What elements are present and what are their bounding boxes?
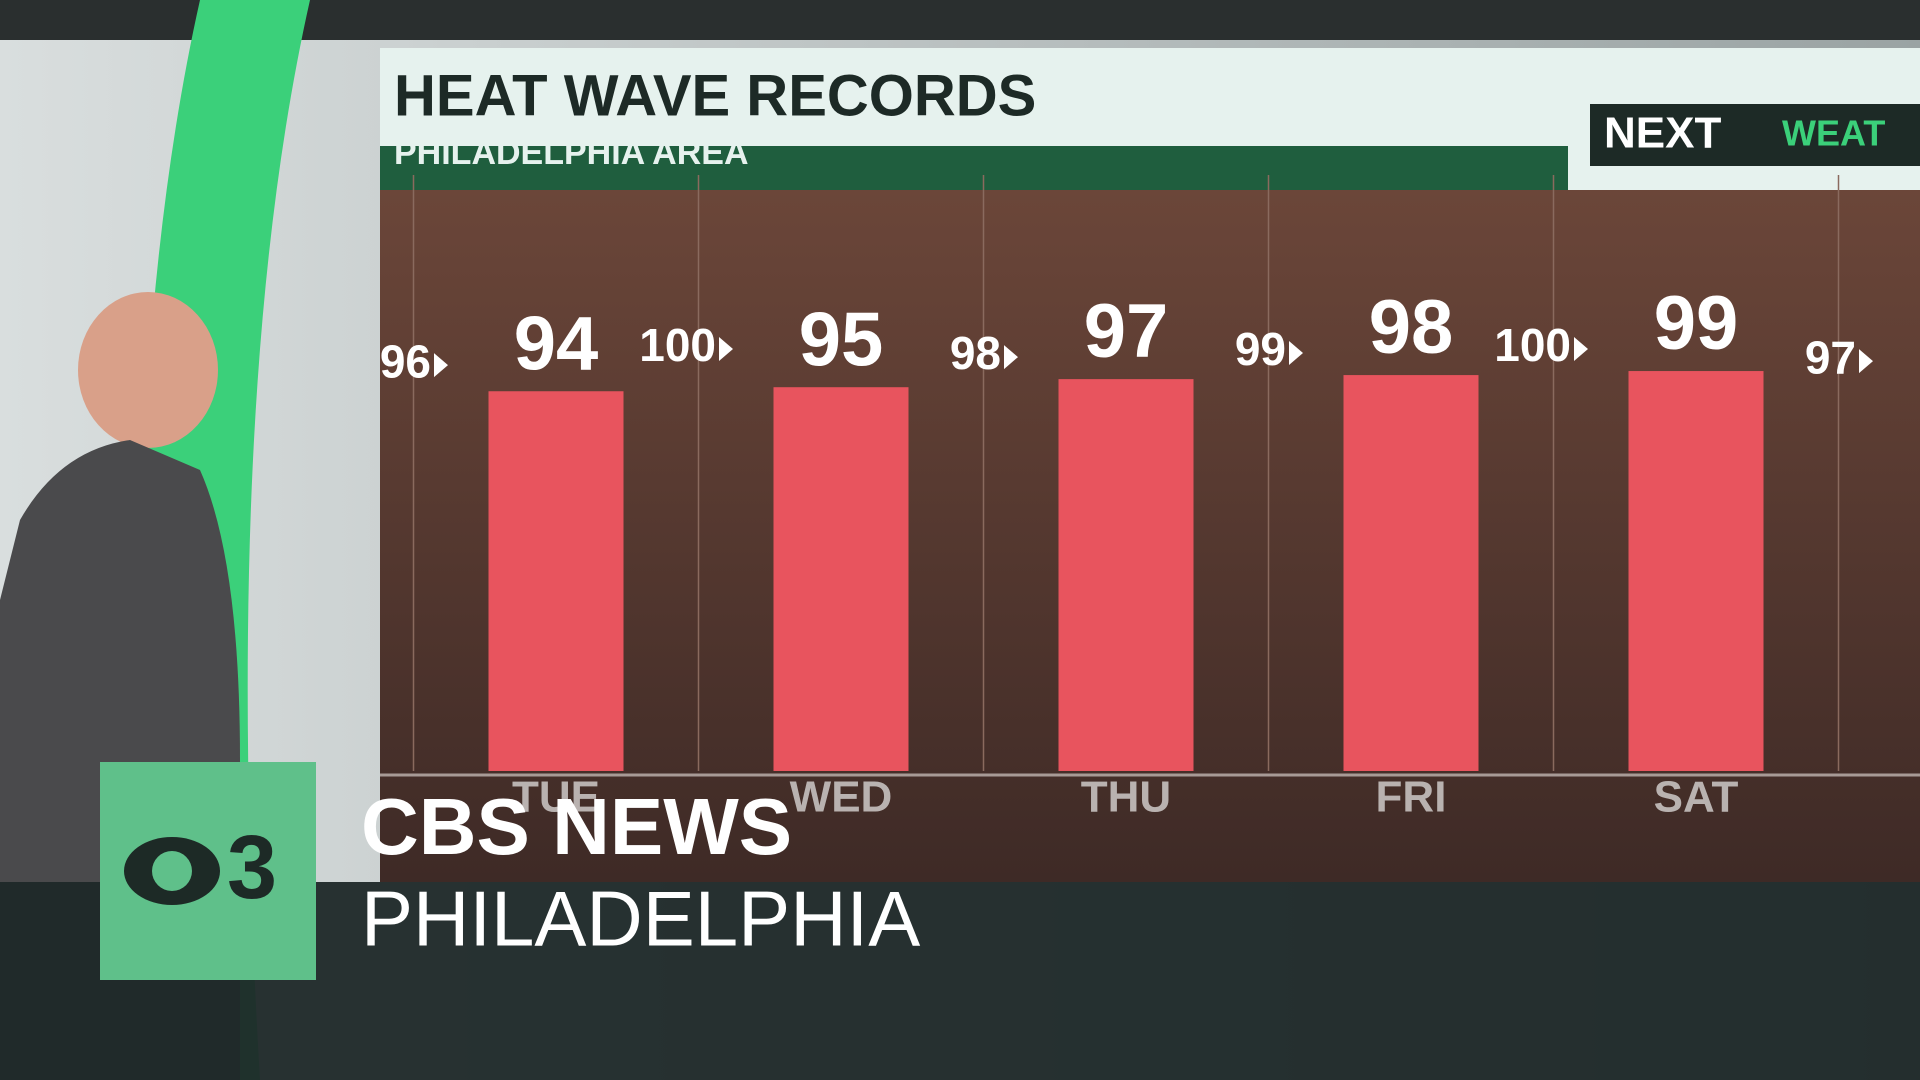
x-tick-label: WED xyxy=(790,773,893,822)
x-tick-label: TUE xyxy=(512,773,600,822)
record-arrow xyxy=(1859,349,1873,374)
show-logo-sub: WEAT xyxy=(1782,113,1885,154)
record-label: 99 xyxy=(1235,323,1286,375)
network-name: CBS NEWS xyxy=(361,782,792,871)
value-label: 94 xyxy=(514,301,599,386)
record-label: 100 xyxy=(639,319,716,371)
record-label: 100 xyxy=(1494,319,1571,371)
subtitle-bar xyxy=(380,146,1568,190)
city-name: PHILADELPHIA xyxy=(361,875,920,963)
show-logo: NEXT xyxy=(1604,109,1721,158)
presenter-head xyxy=(78,292,218,448)
lower-third xyxy=(0,882,1920,1080)
plot: TUE 94 96 WED 95 100 THU 97 98 FRI 98 99 SAT 99 100 97 xyxy=(380,175,1920,822)
chart-subtitle: PHILADELPHIA AREA xyxy=(394,134,749,172)
record-arrow xyxy=(434,353,448,378)
studio-top xyxy=(0,0,1920,40)
cbs-pupil xyxy=(152,851,192,891)
record-label: 97 xyxy=(1805,331,1856,383)
x-tick-label: THU xyxy=(1081,773,1171,822)
value-label: 99 xyxy=(1654,281,1739,366)
record-label: 98 xyxy=(950,327,1001,379)
bar xyxy=(773,387,909,771)
bar xyxy=(1058,379,1194,771)
record-arrow xyxy=(1004,345,1018,370)
value-label: 95 xyxy=(799,297,884,382)
record-arrow xyxy=(1289,341,1303,366)
value-label: 98 xyxy=(1369,285,1454,370)
x-tick-label: SAT xyxy=(1654,773,1739,822)
record-arrow xyxy=(719,337,733,361)
x-tick-label: FRI xyxy=(1376,773,1447,822)
bar xyxy=(488,391,624,771)
value-label: 97 xyxy=(1084,289,1169,374)
bar xyxy=(1343,375,1479,771)
bar xyxy=(1628,371,1764,771)
station-number: 3 xyxy=(227,818,277,918)
record-label: 96 xyxy=(380,335,431,387)
chart-title: HEAT WAVE RECORDS xyxy=(394,63,1036,128)
record-arrow xyxy=(1574,337,1588,361)
show-logo-box xyxy=(1590,104,1920,166)
